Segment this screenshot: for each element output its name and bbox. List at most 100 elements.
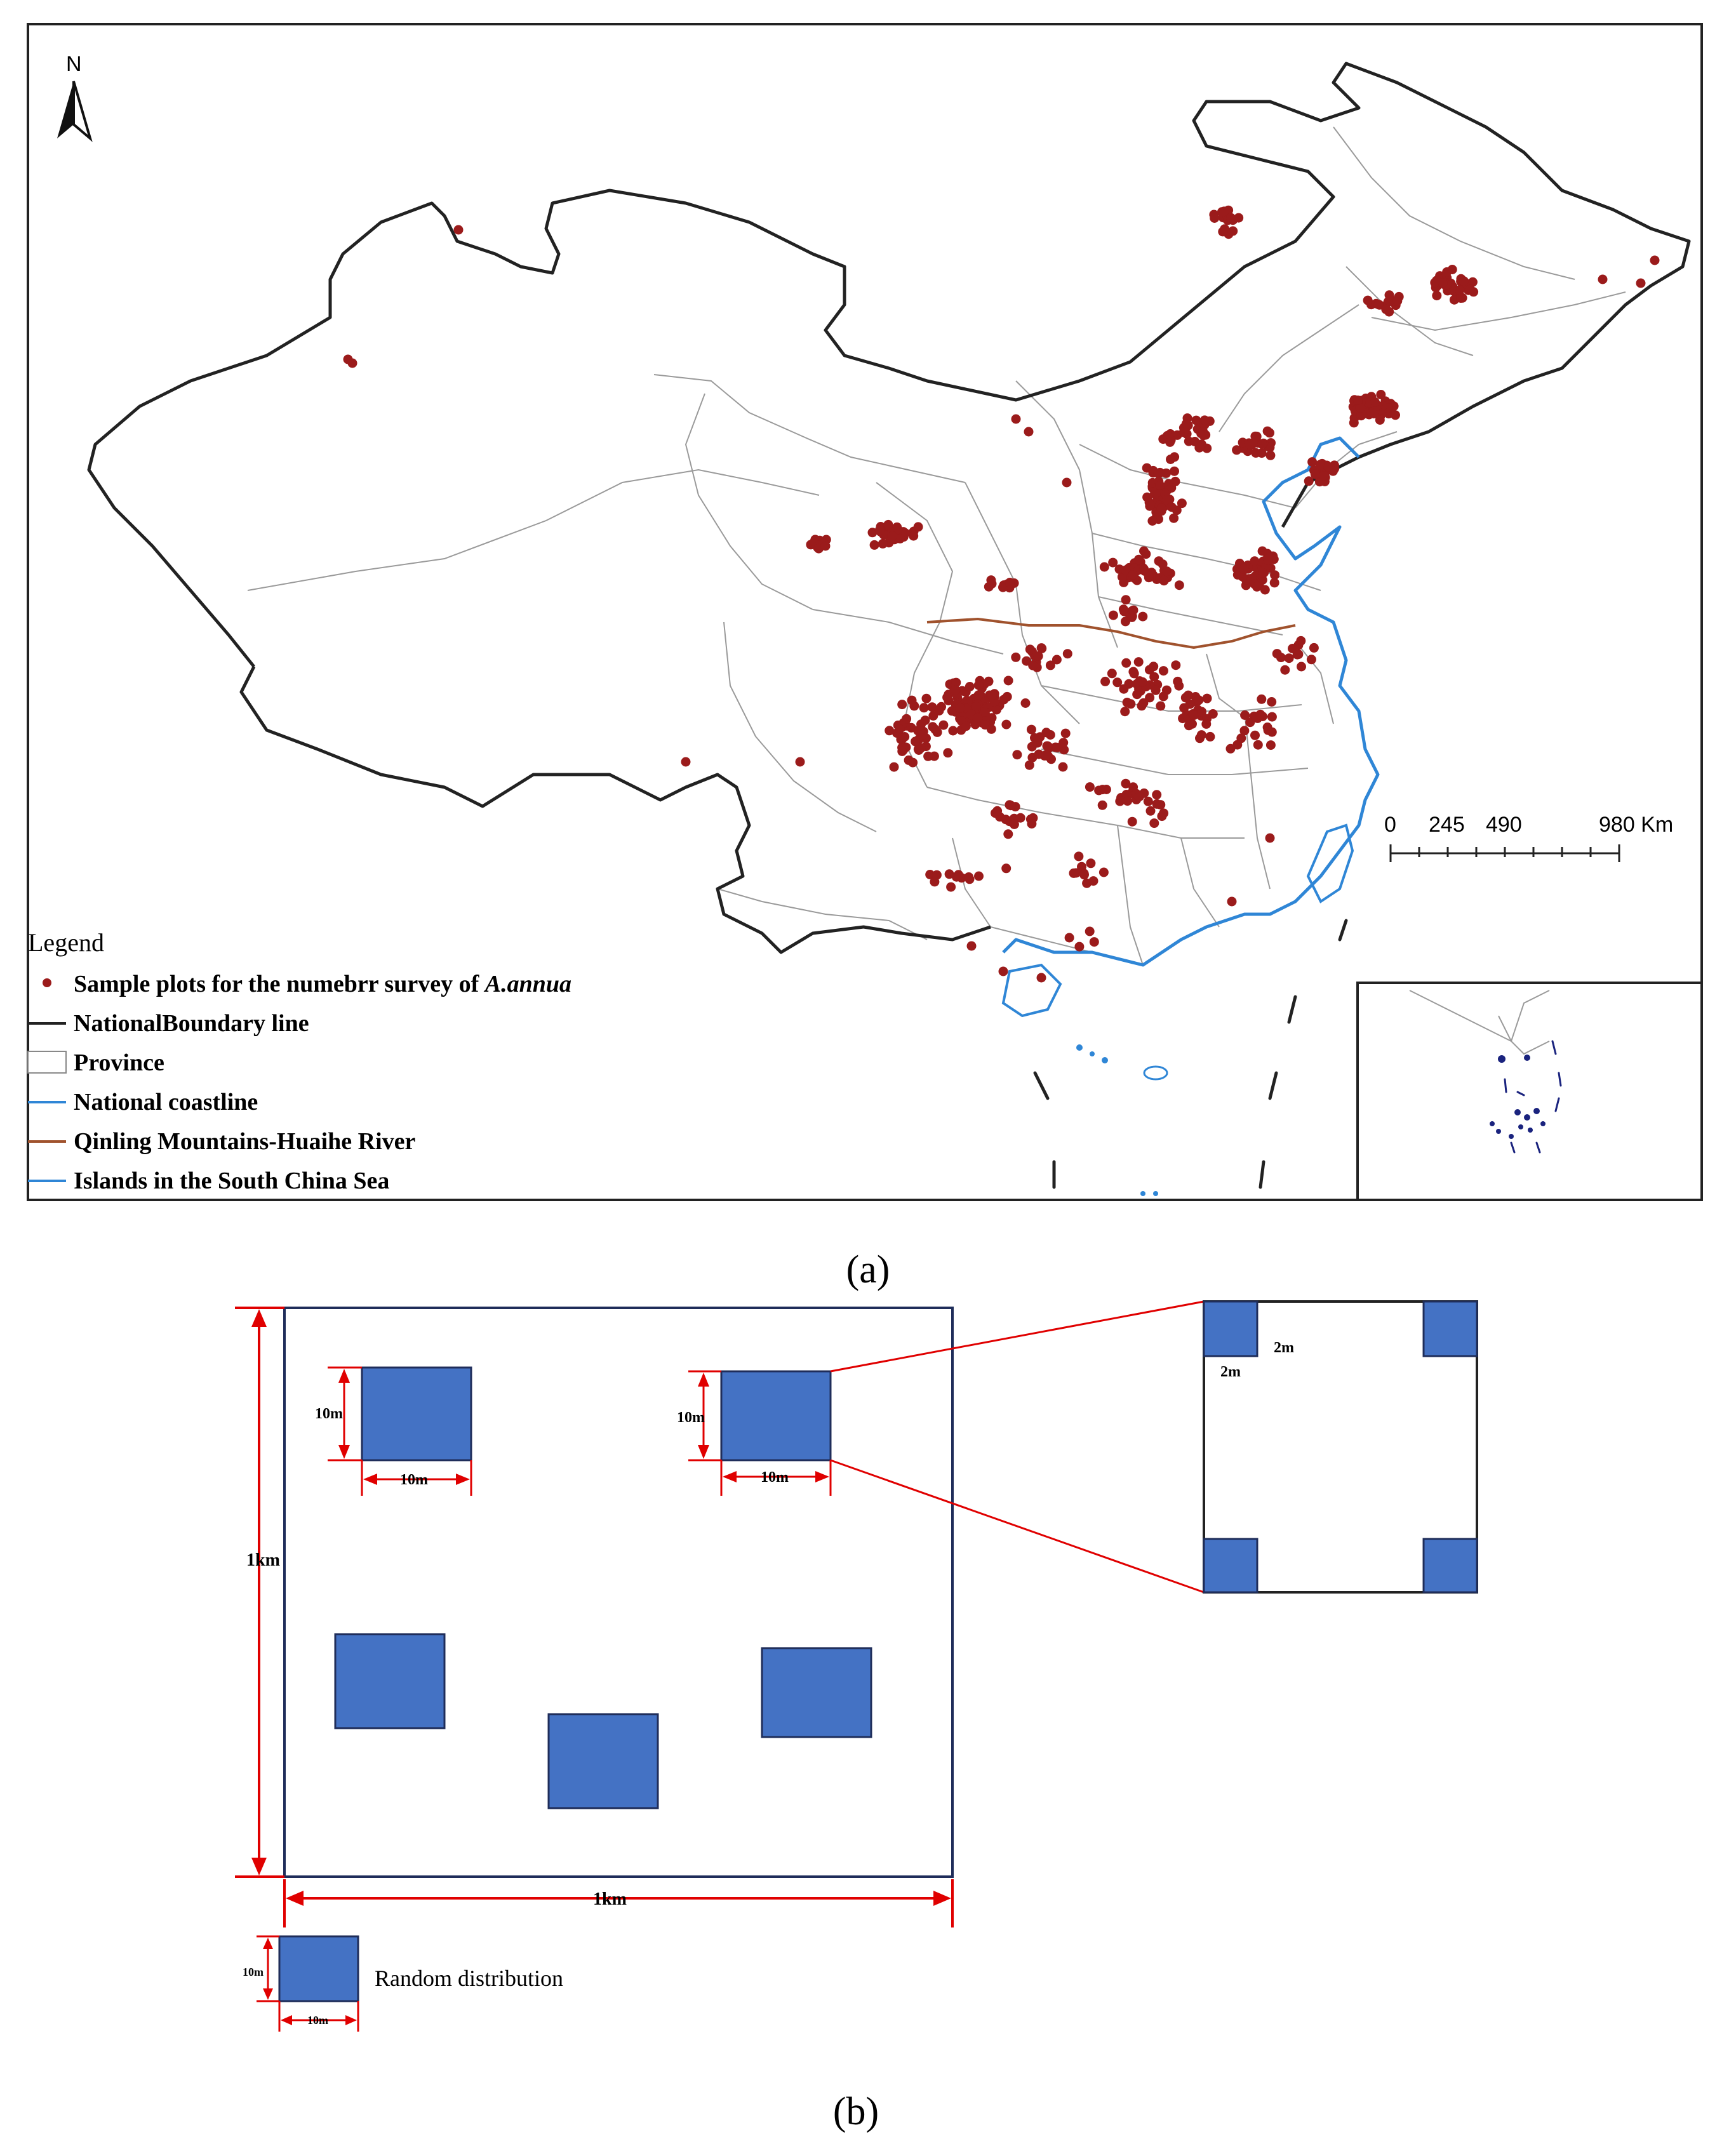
subquadrat-top-left <box>1203 1300 1259 1357</box>
subquadrat-top-right <box>1422 1300 1478 1357</box>
sample-plot-dot <box>1028 660 1038 670</box>
legend-title: Legend <box>28 928 104 957</box>
sample-plot-dots <box>343 205 1660 983</box>
sample-plot-dot <box>961 721 971 731</box>
sample-plot-dot <box>1267 727 1277 737</box>
sample-plot-dot <box>1098 867 1109 877</box>
sample-plot-dot <box>1381 304 1391 314</box>
sample-plot-dot <box>1034 749 1044 759</box>
sample-plot-dot <box>973 680 984 690</box>
coastline <box>1002 436 1380 967</box>
sample-plot-dot <box>1309 642 1319 653</box>
sample-plot-dot <box>795 757 805 767</box>
sample-plot-dot <box>1284 653 1294 663</box>
sample-plot-dot <box>1234 213 1244 223</box>
sample-plot-dot <box>1127 612 1137 622</box>
sample-plot-dot <box>1143 796 1153 806</box>
sample-plot-dot <box>1296 636 1306 646</box>
sample-plot-dot <box>1009 819 1019 829</box>
sample-plot-dot <box>980 707 990 717</box>
sample-plot-dot <box>1002 691 1012 702</box>
sample-plot-dot <box>1128 570 1138 580</box>
sample-plot-dot <box>1218 227 1228 237</box>
sample-plot-dot <box>964 872 974 882</box>
sample-plot-dot <box>1158 559 1168 569</box>
sample-plot-dot <box>897 746 907 756</box>
sample-plot-dot <box>897 700 907 710</box>
sample-plot-dot <box>1391 410 1400 420</box>
sample-plot-dot <box>1149 489 1159 499</box>
sample-plot-dot <box>1145 806 1156 816</box>
sample-plot-dot <box>1265 833 1275 843</box>
subquadrat-bottom-right <box>1422 1538 1478 1594</box>
sample-plot-dot <box>1456 293 1466 303</box>
dimension-quadrat-top-right <box>688 1370 832 1496</box>
sample-plot-dot <box>1169 513 1179 523</box>
sample-plot-dot <box>1262 426 1272 436</box>
sample-plot-dot <box>965 682 975 691</box>
legend-item-sample-plots: Sample plots for the numebrr survey of A… <box>74 971 571 997</box>
sample-plot-dot <box>1269 578 1279 588</box>
sample-plot-dot <box>1032 738 1043 748</box>
sample-plot-dot <box>1062 649 1072 659</box>
sample-plot-dot <box>1194 695 1204 705</box>
sample-plot-dot <box>1177 498 1187 509</box>
sample-plot-dot <box>1003 676 1013 686</box>
label-2m-horizontal: 2m <box>1274 1340 1294 1356</box>
caption-b: (b) <box>833 2090 879 2133</box>
sample-plot-dot <box>927 702 937 712</box>
national-boundary <box>87 62 1691 668</box>
sample-plot-dot <box>1297 662 1306 672</box>
sample-plot-dot <box>1107 669 1117 679</box>
sample-plot-dot <box>1011 652 1021 662</box>
sample-plot-dot <box>1636 278 1646 288</box>
scale-label-0: 0 <box>1384 813 1396 837</box>
sample-plot-dot <box>1227 896 1237 907</box>
sample-plot-dot <box>1236 733 1246 743</box>
sample-plot-dot <box>1158 666 1168 676</box>
sample-plot-dot <box>938 720 949 730</box>
label-10m-tr-horizontal: 10m <box>761 1469 789 1486</box>
sample-plot-dot <box>1001 815 1011 825</box>
sample-plot-dot <box>1005 578 1015 587</box>
sample-plot-dot <box>942 692 952 702</box>
sample-plot-dot <box>1265 450 1276 460</box>
sample-plot-dot <box>966 941 977 951</box>
sample-plot-dot <box>1210 213 1220 223</box>
sample-plot-dot <box>1069 868 1079 878</box>
sample-plot-dot <box>1001 863 1012 874</box>
north-label: N <box>66 52 82 76</box>
label-10m-legend-vertical: 10m <box>243 1966 264 1978</box>
label-10m-tl-vertical: 10m <box>315 1406 343 1422</box>
hainan-island <box>1001 963 1062 1018</box>
sample-plot-dot <box>1161 468 1172 478</box>
sample-plot-dot <box>1155 480 1165 490</box>
sample-plot-dot <box>1430 277 1440 288</box>
sample-plot-dot <box>1250 431 1260 441</box>
sample-plot-dot <box>1438 278 1448 288</box>
sample-plot-dot <box>1373 300 1384 310</box>
sample-plot-dot <box>1139 564 1149 575</box>
sample-plot-dot <box>1122 697 1132 707</box>
quadrat-mid-left <box>334 1633 446 1729</box>
sample-plot-dot <box>895 724 905 734</box>
sample-plot-dot <box>923 751 933 761</box>
sample-plot-dot <box>911 736 921 747</box>
sample-plot-dot <box>1245 439 1255 449</box>
south-china-sea-islands <box>1076 1044 1168 1196</box>
sample-plot-dot <box>1159 576 1169 586</box>
sample-plot-dot <box>1064 933 1074 943</box>
label-1km-vertical: 1km <box>246 1550 280 1570</box>
sample-plot-dot <box>1135 792 1144 802</box>
legend-item-islands: Islands in the South China Sea <box>74 1168 389 1194</box>
sample-plot-dot <box>1263 556 1273 565</box>
sample-plot-dot <box>1156 701 1166 711</box>
sample-plot-dot <box>1205 731 1215 742</box>
sample-plot-dot <box>906 722 916 733</box>
sample-plot-dot <box>925 870 935 879</box>
sample-plot-dot <box>1467 277 1478 287</box>
sample-plot-dot <box>963 696 973 706</box>
sample-plot-dot <box>1015 813 1025 823</box>
sample-plot-dot <box>1077 862 1086 872</box>
sample-plot-dot <box>951 685 961 695</box>
